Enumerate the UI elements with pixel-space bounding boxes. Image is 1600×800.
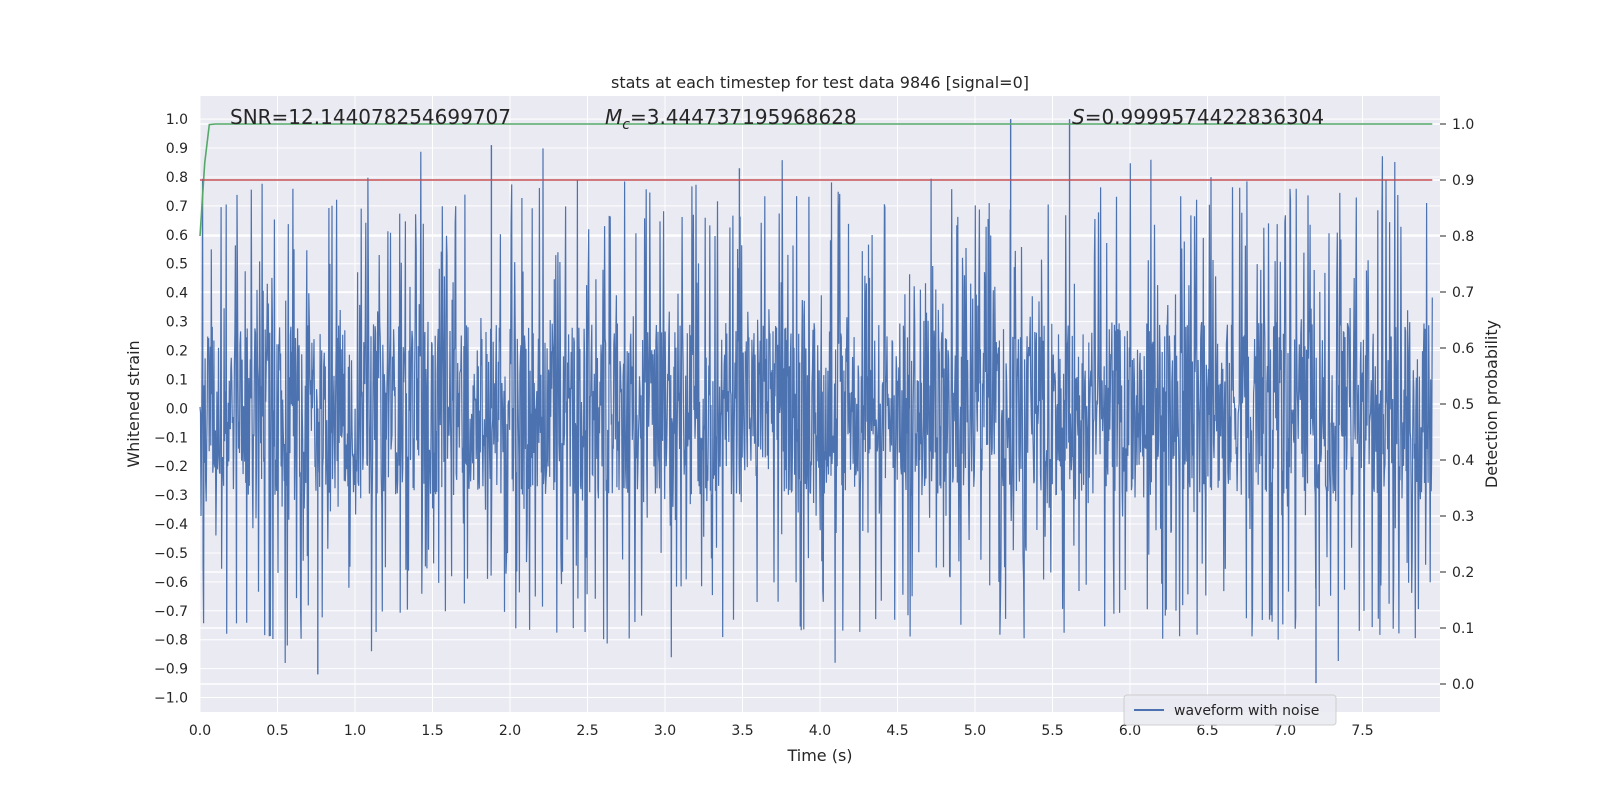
chirp-mass-symbol: M — [605, 105, 622, 129]
y-right-tick-label: 0.9 — [1452, 173, 1474, 189]
y-tick-label: −0.9 — [154, 662, 188, 678]
y-tick-label: 0.3 — [166, 315, 188, 331]
y-tick-label: −0.1 — [154, 430, 188, 446]
chirp-mass-value: =3.444737195968628 — [630, 105, 857, 129]
y-right-tick-label: 0.8 — [1452, 229, 1474, 245]
y-tick-label: 0.9 — [166, 141, 188, 157]
legend: waveform with noise — [1123, 694, 1337, 726]
y-tick-label: −0.7 — [154, 604, 188, 620]
y-right-tick-label: 0.7 — [1452, 285, 1474, 301]
y-right-tick-label: 0.2 — [1452, 565, 1474, 581]
x-tick-label: 7.5 — [1351, 723, 1373, 739]
score-symbol: S — [1072, 105, 1085, 129]
x-tick-label: 3.0 — [654, 723, 676, 739]
x-tick-label: 1.0 — [344, 723, 366, 739]
y-right-tick-label: 1.0 — [1452, 117, 1474, 133]
x-axis-label: Time (s) — [786, 746, 852, 765]
waveform-line — [199, 148, 1433, 664]
x-tick-label: 2.5 — [576, 723, 598, 739]
x-tick-label: 0.5 — [266, 723, 288, 739]
y-right-tick-label: 0.4 — [1452, 453, 1474, 469]
score-value: =0.9999574422836304 — [1085, 105, 1324, 129]
y-tick-label: 0.8 — [166, 170, 188, 186]
y-axis-left: 1.0 0.9 0.8 0.7 0.6 0.5 0.4 0.3 0.2 0.1 0.0 −0.1 −0.… — [154, 112, 188, 706]
probability-series — [199, 123, 1433, 237]
legend-box — [1123, 694, 1337, 726]
y-tick-label: −0.6 — [154, 575, 188, 591]
x-tick-label: 0.0 — [189, 723, 211, 739]
chart-title: stats at each timestep for test data 984… — [611, 73, 1029, 92]
detection-probability-line — [199, 123, 1433, 237]
chirp-mass-annotation: Mc=3.444737195968628 — [605, 105, 857, 133]
y-right-tick-label: 0.0 — [1452, 677, 1474, 693]
y-right-tick-label: 0.1 — [1452, 621, 1474, 637]
y-tick-label: 0.4 — [166, 286, 188, 302]
y-tick-label: 0.1 — [166, 372, 188, 388]
y-axis-right: 1.0 0.9 0.8 0.7 0.6 0.5 0.4 0.3 0.2 0.1 0.0 — [1440, 117, 1474, 693]
y-tick-label: 0.7 — [166, 199, 188, 215]
y-right-tick-label: 0.5 — [1452, 397, 1474, 413]
waveform-series — [199, 119, 1433, 684]
y-tick-label: 1.0 — [166, 112, 188, 128]
y-tick-label: 0.6 — [166, 228, 188, 244]
y-tick-label: 0.0 — [166, 401, 188, 417]
y-axis-label: Whitened strain — [124, 340, 143, 467]
y-tick-label: −0.2 — [154, 459, 188, 475]
x-tick-label: 7.0 — [1274, 723, 1296, 739]
x-tick-label: 5.0 — [964, 723, 986, 739]
x-tick-label: 5.5 — [1041, 723, 1063, 739]
chirp-mass-subscript: c — [622, 117, 630, 133]
y-tick-label: −0.3 — [154, 488, 188, 504]
y-axis-right-label: Detection probability — [1482, 320, 1501, 488]
x-tick-label: 3.5 — [731, 723, 753, 739]
y-tick-label: 0.5 — [166, 257, 188, 273]
x-tick-label: 6.0 — [1119, 723, 1141, 739]
snr-annotation: SNR=12.144078254699707 — [230, 105, 511, 129]
y-tick-label: −0.8 — [154, 633, 188, 649]
legend-entry-waveform: waveform with noise — [1174, 703, 1319, 719]
x-axis: 0.0 0.5 1.0 1.5 2.0 2.5 3.0 3.5 4.0 4.5 5.0 5.5 6.0 6… — [189, 723, 1374, 739]
x-tick-label: 6.5 — [1196, 723, 1218, 739]
x-tick-label: 4.5 — [886, 723, 908, 739]
x-tick-label: 2.0 — [499, 723, 521, 739]
y-right-tick-label: 0.6 — [1452, 341, 1474, 357]
y-tick-label: 0.2 — [166, 343, 188, 359]
x-tick-label: 4.0 — [809, 723, 831, 739]
x-tick-label: 1.5 — [421, 723, 443, 739]
y-tick-label: −1.0 — [154, 691, 188, 707]
y-tick-label: −0.4 — [154, 517, 188, 533]
score-annotation: S=0.9999574422836304 — [1072, 105, 1324, 129]
y-tick-label: −0.5 — [154, 546, 188, 562]
y-right-tick-label: 0.3 — [1452, 509, 1474, 525]
